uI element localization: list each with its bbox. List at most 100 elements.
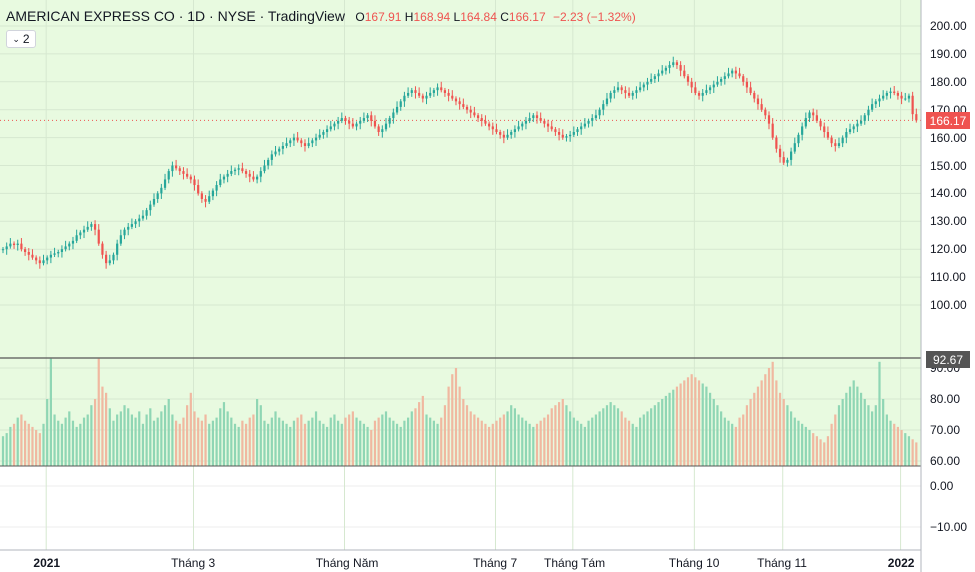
volume-bar [499, 417, 502, 466]
candle [443, 87, 447, 97]
volume-bar [82, 417, 86, 466]
volume-bar [200, 420, 203, 466]
volume-bar [480, 420, 483, 466]
candle [432, 87, 435, 97]
volume-bar [38, 433, 41, 466]
volume-bar [241, 420, 244, 466]
volume-bar [554, 405, 557, 466]
volume-bar [653, 405, 656, 466]
indicators-toggle-button[interactable]: ⌄ 2 [6, 30, 36, 48]
volume-bar [403, 420, 406, 466]
candle [646, 77, 649, 91]
volume-bar [307, 420, 310, 466]
volume-bar [694, 377, 697, 466]
volume-bar [734, 426, 737, 466]
volume-bar [410, 411, 413, 466]
candle [819, 118, 822, 131]
candle [756, 94, 760, 110]
price-pane[interactable] [0, 0, 921, 358]
volume-bar [915, 442, 918, 466]
volume-bar [686, 377, 690, 466]
candle [598, 107, 601, 120]
candle [167, 168, 170, 184]
candle [528, 112, 531, 124]
volume-bar [631, 423, 634, 466]
volume-bar [174, 420, 178, 466]
volume-bar [605, 405, 609, 466]
volume-bar [384, 411, 388, 466]
candle [259, 167, 262, 183]
candle [116, 239, 119, 261]
volume-bar [550, 408, 553, 466]
candle [506, 129, 509, 140]
candle [31, 249, 34, 260]
volume-bar [517, 414, 520, 466]
candle [90, 221, 93, 231]
volume-bar [848, 386, 852, 466]
candle [244, 168, 248, 178]
candle [285, 137, 288, 149]
volume-bar [896, 426, 900, 466]
candle [580, 122, 583, 135]
symbol-title[interactable]: AMERICAN EXPRESS CO · 1D · NYSE · Tradin… [6, 8, 345, 24]
candle [307, 137, 310, 149]
candle [782, 151, 785, 165]
volume-bar [381, 414, 384, 466]
candle [9, 238, 12, 249]
candle [594, 109, 598, 121]
volume-bar [178, 423, 181, 466]
candle [723, 72, 726, 85]
volume-bar [543, 417, 546, 466]
low-label: L [453, 10, 461, 24]
volume-bar [208, 423, 211, 466]
price-tick-label: 100.00 [930, 298, 967, 312]
volume-bar [230, 417, 233, 466]
volume-bar [281, 420, 284, 466]
volume-bar [244, 423, 248, 466]
candle [71, 236, 75, 250]
oscillator-pane[interactable] [0, 466, 921, 550]
volume-bar [491, 423, 494, 466]
volume-bar [152, 420, 156, 466]
volume-bar [804, 426, 807, 466]
candle [281, 142, 284, 155]
candle [550, 120, 553, 132]
candle [569, 130, 572, 142]
candle [5, 242, 8, 255]
volume-bar [425, 414, 428, 466]
candle [624, 86, 627, 99]
candle [524, 116, 528, 130]
time-tick-label: Tháng Năm [315, 556, 379, 570]
volume-bar [130, 414, 134, 466]
candle [848, 123, 852, 135]
volume-bar [675, 386, 679, 466]
candle [701, 89, 704, 102]
candle [303, 139, 307, 152]
candle [278, 146, 281, 156]
volume-bar [646, 411, 649, 466]
volume-bar [134, 417, 137, 466]
volume-bar [874, 405, 877, 466]
time-tick-label: Tháng 7 [473, 556, 518, 570]
candle [108, 254, 111, 266]
open-value: 167.91 [364, 10, 402, 24]
candle [204, 195, 207, 208]
candle [605, 92, 609, 107]
time-tick-label: Tháng 11 [757, 556, 807, 570]
volume-bar [657, 402, 660, 466]
indicator-count: 2 [22, 32, 30, 46]
volume-bar [616, 408, 620, 466]
candle [557, 128, 561, 141]
volume-bar [871, 411, 874, 466]
candle [82, 225, 86, 239]
volume-bar [53, 414, 56, 466]
volume-bar [75, 426, 78, 466]
candle [333, 121, 336, 131]
volume-bar [292, 420, 296, 466]
volume-bar [119, 411, 122, 466]
volume-bar [845, 392, 848, 466]
candle [292, 133, 296, 146]
candle [546, 119, 550, 133]
volume-bar [488, 426, 491, 466]
